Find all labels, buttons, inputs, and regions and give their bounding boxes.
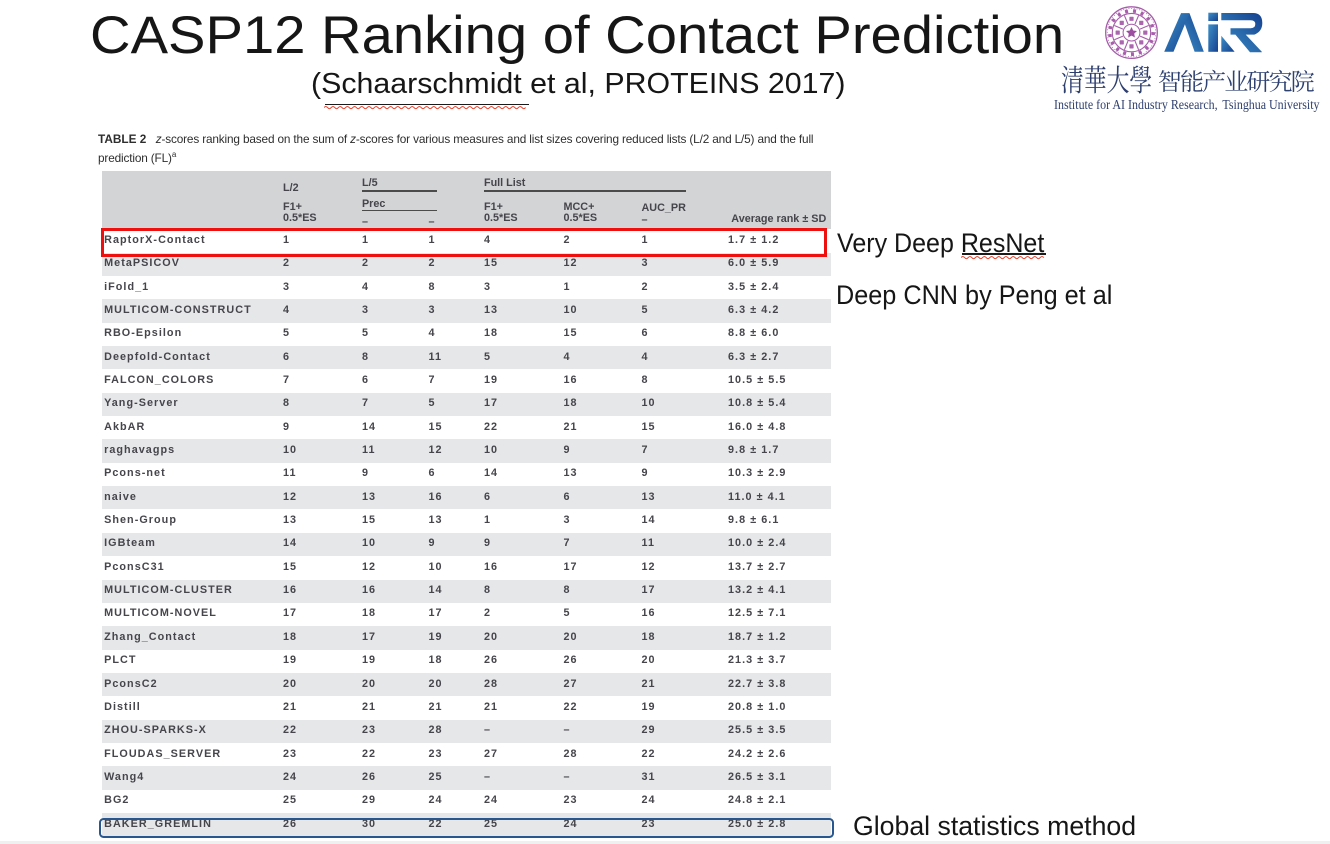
svg-text:Institute for AI Industry Rese: Institute for AI Industry Research, Tsin… — [1054, 97, 1320, 112]
